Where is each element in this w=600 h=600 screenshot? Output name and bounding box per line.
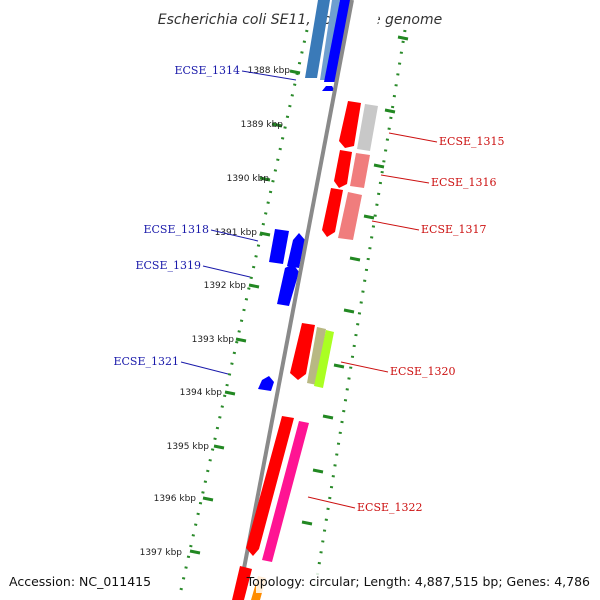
forward-gene-0b[interactable] <box>320 0 340 80</box>
gene-label-ecse-1317[interactable]: ECSE_1317 <box>421 223 487 236</box>
reverse-gene-1316[interactable] <box>334 150 352 188</box>
reverse-gene-1317[interactable] <box>322 188 343 237</box>
kbp-tick-mark <box>312 468 324 474</box>
kbp-tick-mark <box>189 549 201 555</box>
footer-backdrop <box>256 571 596 593</box>
inner-dotted-rail <box>179 29 309 591</box>
kbp-label: 1391 kbp <box>215 228 258 238</box>
gene-label-ecse-1314[interactable]: ECSE_1314 <box>174 64 240 77</box>
reverse-gene-1320-olive[interactable] <box>307 327 326 385</box>
right-gene-labels: ECSE_1315 ECSE_1316 ECSE_1317 ECSE_1320 … <box>307 132 505 514</box>
forward-gene-1314[interactable] <box>324 0 352 82</box>
kbp-label: 1397 kbp <box>140 548 183 558</box>
kbp-tick-mark <box>373 163 385 169</box>
reverse-gene-1320[interactable] <box>290 323 315 380</box>
kbp-tick-mark <box>235 337 247 343</box>
kbp-tick-mark <box>384 108 396 114</box>
track-band <box>231 0 382 600</box>
kbp-tick-mark <box>301 520 313 526</box>
forward-gene-1314-arrowhead[interactable] <box>322 86 335 91</box>
kbp-tick-mark <box>271 122 283 128</box>
leader-line <box>388 132 438 143</box>
kbp-tick-layer: 1388 kbp 1389 kbp 1390 kbp 1391 kbp 1392… <box>140 35 409 558</box>
forward-gene-1318a[interactable] <box>269 229 289 264</box>
gene-label-ecse-1315[interactable]: ECSE_1315 <box>439 135 505 148</box>
kbp-label: 1396 kbp <box>154 494 197 504</box>
leader-line <box>180 361 229 375</box>
leader-line <box>210 229 259 242</box>
reverse-gene-1315[interactable] <box>339 101 361 148</box>
leader-line <box>371 220 420 231</box>
kbp-tick-mark <box>322 414 334 420</box>
reverse-gene-1322-pink[interactable] <box>262 421 309 562</box>
accession-text: Accession: NC_011415 <box>9 574 151 589</box>
reverse-gene-bottom[interactable] <box>232 566 252 600</box>
forward-gene-0[interactable] <box>305 0 330 78</box>
kbp-tick-mark <box>363 214 375 220</box>
kbp-label: 1388 kbp <box>248 66 291 76</box>
left-gene-labels: ECSE_1314 ECSE_1318 ECSE_1319 ECSE_1321 <box>113 64 297 375</box>
kbp-tick-mark <box>224 390 236 396</box>
leader-line <box>340 361 389 373</box>
kbp-label: 1390 kbp <box>227 174 270 184</box>
topology-text: Topology: circular; Length: 4,887,515 bp… <box>246 574 590 589</box>
kbp-label: 1394 kbp <box>180 388 223 398</box>
kbp-tick-mark <box>333 363 345 369</box>
reverse-gene-1315-shade[interactable] <box>357 104 378 151</box>
kbp-tick-mark <box>349 256 361 262</box>
kbp-tick-mark <box>397 35 409 41</box>
reverse-gene-1320-lime[interactable] <box>314 330 334 388</box>
kbp-label: 1392 kbp <box>204 281 247 291</box>
reverse-gene-1317-shade[interactable] <box>338 192 362 240</box>
forward-gene-1318b[interactable] <box>287 233 305 268</box>
gene-label-ecse-1318[interactable]: ECSE_1318 <box>143 223 209 236</box>
kbp-tick-mark <box>248 283 260 289</box>
reverse-gene-1316-shade[interactable] <box>350 153 370 188</box>
gene-label-ecse-1319[interactable]: ECSE_1319 <box>135 259 201 272</box>
leader-line <box>307 496 356 509</box>
leader-line <box>380 174 430 184</box>
forward-gene-1321[interactable] <box>258 376 274 391</box>
kbp-tick-mark <box>213 444 225 450</box>
gene-label-ecse-1322[interactable]: ECSE_1322 <box>357 501 423 514</box>
kbp-label: 1395 kbp <box>167 442 210 452</box>
kbp-label: 1393 kbp <box>192 335 235 345</box>
kbp-tick-mark <box>289 69 301 75</box>
reverse-gene-group <box>232 101 378 600</box>
forward-gene-group <box>258 0 352 391</box>
kbp-label: 1389 kbp <box>241 120 284 130</box>
leader-line <box>241 70 297 81</box>
gene-label-ecse-1320[interactable]: ECSE_1320 <box>390 365 456 378</box>
kbp-tick-mark <box>343 308 355 314</box>
genome-backbone <box>236 0 354 600</box>
leader-line <box>202 265 251 278</box>
gene-label-ecse-1316[interactable]: ECSE_1316 <box>431 176 497 189</box>
kbp-tick-mark <box>259 176 271 182</box>
forward-gene-1319[interactable] <box>277 264 299 306</box>
genome-title: Escherichia coli SE11, complete genome <box>158 12 442 28</box>
gene-label-ecse-1321[interactable]: ECSE_1321 <box>113 355 179 368</box>
kbp-tick-mark <box>202 496 214 502</box>
kbp-tick-mark <box>259 231 271 237</box>
reverse-gene-1322[interactable] <box>246 416 294 556</box>
